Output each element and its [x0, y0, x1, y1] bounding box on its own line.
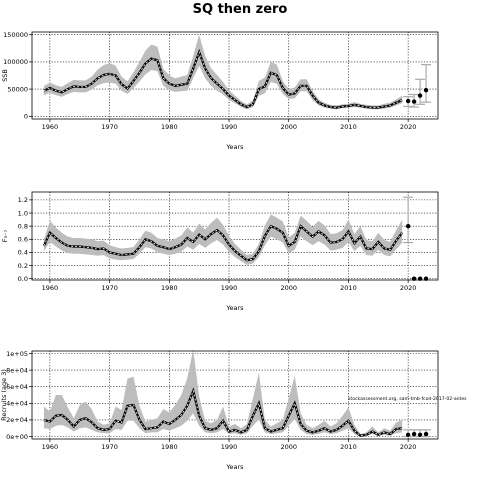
x-tick-label: 2010: [340, 284, 357, 292]
y-axis-label: Recruits (age 3): [0, 369, 8, 421]
x-tick-label: 2000: [280, 284, 297, 292]
y-tick-label: 0.6: [18, 236, 28, 244]
x-tick-label: 2010: [340, 443, 357, 451]
forecast-point: [423, 87, 429, 93]
x-tick-label: 1990: [221, 284, 238, 292]
y-tick-label: 2e+04: [6, 416, 28, 424]
forecast-point: [411, 99, 417, 104]
x-tick-label: 1990: [221, 123, 238, 131]
x-tick-label: 1970: [101, 123, 118, 131]
x-tick-label: 1990: [221, 443, 238, 451]
y-tick-label: 6e+04: [6, 383, 28, 391]
y-tick-label: 0.8: [18, 222, 28, 230]
series-line-dash: [43, 225, 403, 261]
x-tick-label: 2010: [340, 123, 357, 131]
y-axis-label: SSB: [1, 69, 9, 82]
series-line-dash: [43, 389, 403, 437]
confidence-band: [43, 34, 403, 110]
y-tick-label: 100000: [3, 58, 28, 66]
panel-2: 1960 1970 1980 1990 2000 2010 2020 0.0 0.2 0.4 0.6…: [1, 191, 439, 312]
y-tick-label: 150000: [3, 31, 28, 39]
x-tick-label: 2000: [280, 443, 297, 451]
x-tick-label: 1980: [161, 443, 178, 451]
panels: 1960 1970 1980 1990 2000 2010 2020 0 50000 100000…: [0, 31, 467, 471]
plot-frame: [31, 350, 439, 440]
x-axis-label: Years: [225, 463, 244, 471]
x-tick-label: 1960: [42, 443, 59, 451]
x-tick-label: 2000: [280, 123, 297, 131]
y-tick-label: 0.0: [18, 275, 28, 283]
source-note: stockassessment.org, sam-tmb-fcod-2017-0…: [348, 396, 467, 402]
x-tick-label: 1980: [161, 284, 178, 292]
forecast-point: [417, 93, 423, 98]
x-tick-label: 1970: [101, 443, 118, 451]
y-tick-label: 1e+05: [6, 350, 28, 358]
forecast-point: [405, 98, 411, 104]
figure-title: SQ then zero: [193, 2, 288, 17]
x-axis-label: Years: [225, 143, 244, 151]
plot-frame: [31, 31, 439, 120]
forecast-point: [411, 431, 417, 437]
x-tick-label: 2020: [400, 443, 417, 451]
x-tick-label: 1960: [42, 284, 59, 292]
y-tick-label: 0.4: [18, 249, 28, 257]
panel-3: 1960 1970 1980 1990 2000 2010 2020 0e+00 2e+04 4e…: [0, 349, 439, 471]
x-axis-label: Years: [225, 304, 244, 312]
y-tick-label: 0e+00: [6, 433, 28, 441]
series-line-dash: [43, 50, 403, 108]
x-tick-label: 1980: [161, 123, 178, 131]
x-tick-label: 1960: [42, 123, 59, 131]
forecast-point: [405, 223, 411, 229]
y-tick-label: 1.0: [18, 209, 28, 217]
confidence-band: [43, 349, 403, 437]
y-tick-label: 0.2: [18, 262, 28, 270]
y-tick-label: 4e+04: [6, 400, 28, 408]
y-tick-label: 0: [24, 113, 28, 121]
y-axis-label: F₃₋₇: [1, 229, 9, 242]
forecast-point: [423, 431, 429, 437]
y-tick-label: 50000: [7, 85, 28, 93]
x-tick-label: 2020: [400, 123, 417, 131]
y-tick-label: 8e+04: [6, 366, 28, 374]
x-tick-label: 2020: [400, 284, 417, 292]
y-tick-label: 1.2: [18, 196, 28, 204]
panel-1: 1960 1970 1980 1990 2000 2010 2020 0 50000 100000…: [1, 31, 439, 151]
plot-frame: [31, 191, 439, 281]
x-tick-label: 1970: [101, 284, 118, 292]
